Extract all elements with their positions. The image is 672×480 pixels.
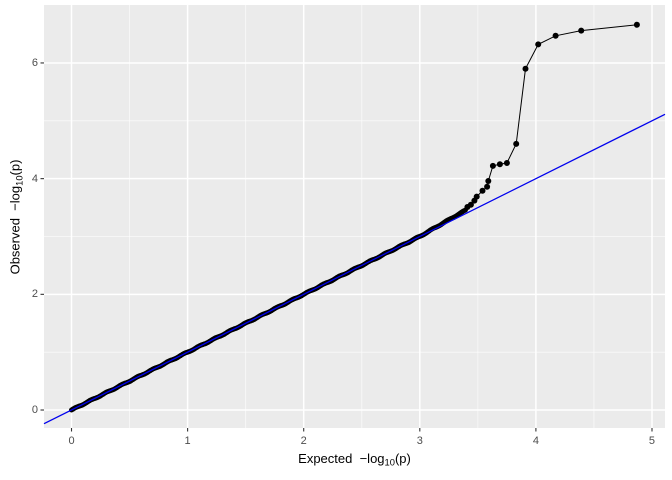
qq-outlier-point: [578, 27, 585, 34]
qq-outlier-point: [479, 187, 486, 194]
qq-outlier-point: [552, 32, 559, 39]
identity-reference-line: [43, 113, 666, 425]
qq-outlier-point: [473, 193, 480, 200]
qq-outlier-point: [503, 160, 510, 166]
qq-outlier-point: [467, 201, 474, 208]
qq-outlier-point: [484, 183, 491, 190]
qq-outlier-point: [485, 178, 492, 184]
qq-outlier-point: [633, 21, 640, 28]
plot-panel: [44, 5, 665, 428]
qq-outlier-point: [513, 140, 520, 147]
qq-outlier-point: [535, 41, 542, 48]
qq-outlier-point: [489, 162, 496, 169]
qq-outlier-point: [496, 161, 503, 168]
qq-outlier-point: [522, 65, 529, 72]
